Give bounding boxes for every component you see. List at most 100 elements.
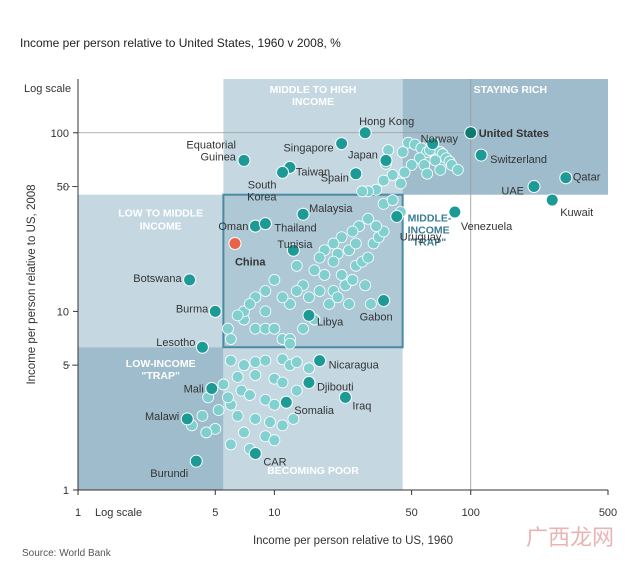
data-point bbox=[343, 298, 355, 310]
point-label: Burma bbox=[176, 303, 209, 315]
x-scale-label: Log scale bbox=[95, 507, 142, 519]
point-label: Thailand bbox=[274, 223, 316, 235]
data-point-malaysia bbox=[296, 207, 310, 221]
region-label: LOW TO MIDDLE bbox=[118, 208, 203, 220]
data-point bbox=[231, 370, 244, 383]
y-tick-label: 5 bbox=[63, 360, 69, 372]
data-point bbox=[335, 269, 348, 281]
point-label: Guinea bbox=[200, 151, 236, 163]
data-point bbox=[212, 404, 225, 417]
watermark: 广西龙网 bbox=[525, 526, 614, 551]
data-point-iraq bbox=[338, 390, 352, 404]
data-point-libya bbox=[302, 308, 316, 322]
point-label: Uruguay bbox=[400, 231, 442, 243]
data-point bbox=[268, 398, 281, 411]
region-0 bbox=[223, 79, 403, 195]
middle-income-trap-box bbox=[222, 193, 404, 349]
data-point-somalia bbox=[279, 395, 293, 409]
data-point bbox=[224, 333, 237, 345]
data-point bbox=[259, 354, 272, 367]
data-point bbox=[318, 269, 331, 281]
point-label: United States bbox=[479, 128, 549, 140]
data-point-uae bbox=[527, 180, 541, 194]
data-point bbox=[313, 251, 326, 264]
point-label: Venezuela bbox=[461, 221, 513, 233]
data-point-burma bbox=[208, 304, 222, 318]
data-point bbox=[359, 279, 372, 292]
data-point bbox=[217, 378, 230, 391]
y-scale-label: Log scale bbox=[24, 83, 71, 95]
data-point bbox=[377, 174, 390, 187]
point-label: China bbox=[235, 256, 266, 268]
data-point bbox=[386, 194, 399, 206]
data-point bbox=[364, 298, 377, 310]
data-point bbox=[382, 144, 395, 156]
point-label: South bbox=[248, 179, 277, 191]
data-point bbox=[290, 384, 303, 397]
point-label: Djibouti bbox=[317, 381, 354, 393]
data-point bbox=[238, 359, 250, 372]
data-point bbox=[259, 305, 272, 318]
data-point bbox=[362, 212, 374, 225]
point-label: Qatar bbox=[573, 172, 601, 184]
data-point bbox=[386, 169, 399, 181]
data-point bbox=[290, 285, 303, 297]
point-label: Norway bbox=[421, 134, 459, 146]
data-point-tunisia bbox=[286, 243, 300, 257]
point-label: Iraq bbox=[352, 400, 371, 412]
data-point bbox=[313, 285, 326, 297]
point-label: Malawi bbox=[145, 411, 179, 423]
data-point bbox=[331, 291, 344, 304]
point-label: Oman bbox=[218, 221, 248, 233]
point-label: Burundi bbox=[150, 468, 188, 480]
y-tick-label: 100 bbox=[51, 128, 69, 140]
data-point bbox=[451, 163, 464, 176]
data-point bbox=[394, 177, 407, 190]
y-tick-label: 10 bbox=[57, 306, 69, 318]
x-tick-label: 5 bbox=[212, 507, 218, 519]
point-label: Japan bbox=[348, 149, 378, 161]
data-point bbox=[327, 255, 340, 268]
point-label: Spain bbox=[321, 173, 349, 185]
y-axis-title: Income per person relative to US, 2008 bbox=[26, 184, 38, 384]
data-point-lesotho bbox=[195, 340, 209, 354]
data-point bbox=[249, 369, 262, 381]
data-point bbox=[346, 274, 359, 286]
region-label: "TRAP" bbox=[408, 237, 447, 249]
x-tick-label: 500 bbox=[599, 507, 617, 519]
region-label: BECOMING POOR bbox=[267, 465, 359, 477]
region-2 bbox=[78, 194, 224, 348]
point-label: Korea bbox=[247, 191, 277, 203]
data-point-equatorial-guinea bbox=[237, 153, 251, 167]
data-point bbox=[222, 322, 234, 335]
point-label: Gabon bbox=[360, 312, 393, 324]
point-label: Botswana bbox=[133, 273, 182, 285]
region-label: STAYING RICH bbox=[474, 84, 548, 96]
point-label: Tunisia bbox=[277, 239, 313, 251]
region-label: LOW-INCOME bbox=[126, 358, 196, 370]
region-1 bbox=[402, 79, 608, 195]
data-point-japan bbox=[379, 153, 393, 167]
data-point bbox=[335, 231, 348, 244]
data-point-djibouti bbox=[302, 375, 316, 389]
data-point bbox=[249, 356, 262, 369]
x-tick-label: 100 bbox=[462, 507, 480, 519]
data-point bbox=[243, 298, 256, 310]
data-point-uruguay bbox=[390, 209, 404, 223]
data-point bbox=[287, 413, 300, 425]
data-point bbox=[268, 274, 281, 286]
point-label: Equatorial bbox=[186, 139, 236, 151]
data-point bbox=[268, 434, 281, 447]
data-point-united-states bbox=[464, 126, 478, 140]
point-label: Taiwan bbox=[296, 166, 330, 178]
data-point bbox=[362, 251, 374, 264]
data-point bbox=[370, 220, 383, 233]
data-point-qatar bbox=[559, 171, 573, 185]
x-tick-label: 10 bbox=[268, 507, 280, 519]
data-point-norway bbox=[426, 137, 440, 151]
source-note: Source: World Bank bbox=[22, 548, 111, 559]
data-point bbox=[290, 356, 303, 369]
data-point bbox=[303, 291, 315, 304]
point-label: Mali bbox=[184, 384, 204, 396]
